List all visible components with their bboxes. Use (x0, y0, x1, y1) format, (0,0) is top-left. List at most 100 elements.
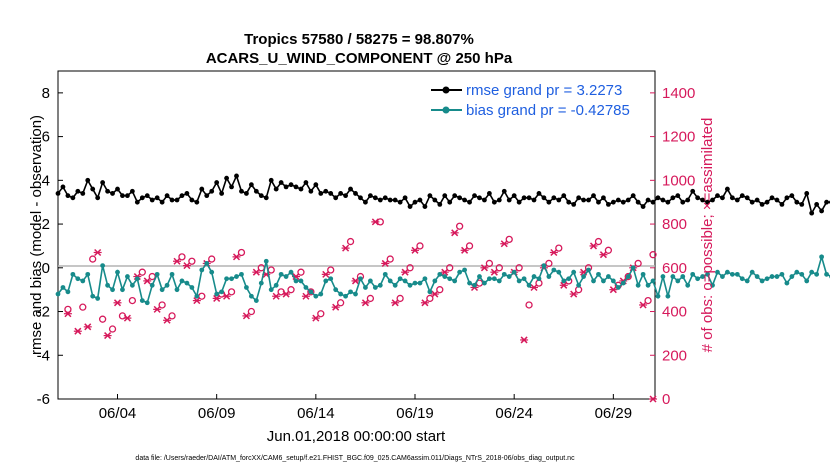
bias-marker (506, 274, 512, 279)
rmse-marker (705, 199, 710, 205)
rmse-marker (715, 193, 720, 199)
bias-marker (110, 287, 115, 293)
rmse-marker (318, 191, 324, 196)
rmse-marker (635, 199, 641, 205)
bias-marker (323, 278, 329, 284)
rmse-marker (367, 193, 373, 199)
bias-marker (179, 278, 185, 284)
rmse-marker (392, 197, 398, 203)
rmse-marker (70, 195, 76, 201)
plot-frame (57, 70, 656, 400)
legend-rmse-label: rmse grand pr = 3.2273 (466, 82, 622, 99)
rmse-marker (467, 199, 472, 205)
rmse-marker (144, 193, 150, 199)
x-tick-label: 06/04 (99, 405, 137, 422)
rmse-marker (338, 191, 344, 196)
rmse-marker (511, 193, 517, 199)
bias-marker (417, 280, 423, 286)
obs-possible-marker (634, 259, 642, 268)
bias-marker (452, 278, 458, 284)
chart-title: Tropics 57580 / 58275 = 98.807% (244, 31, 474, 48)
bias-marker (367, 278, 373, 284)
bias-marker (134, 276, 140, 282)
rmse-marker (521, 195, 527, 201)
rmse-marker (764, 199, 770, 205)
bias-marker (789, 274, 795, 279)
rmse-marker (516, 199, 522, 205)
rmse-marker (90, 186, 96, 192)
x-axis-label: Jun.01,2018 00:00:00 start (267, 428, 446, 445)
bias-marker (224, 276, 229, 282)
bias-marker (313, 293, 319, 299)
bias-marker (571, 269, 577, 275)
bias-marker (804, 278, 810, 284)
obs-assimilated-marker (123, 314, 132, 322)
y-tick-label-left: -6 (37, 391, 50, 408)
rmse-marker (313, 182, 319, 188)
obs-assimilated-marker (272, 292, 281, 300)
bias-marker (402, 278, 408, 284)
bias-marker (625, 274, 631, 279)
bias-marker (764, 276, 770, 282)
obs-possible-marker (505, 235, 513, 244)
obs-assimilated-marker (173, 257, 182, 265)
bias-marker (397, 276, 403, 282)
bias-marker (739, 276, 745, 282)
bias-marker (472, 282, 477, 288)
obs-assimilated-marker (480, 264, 489, 272)
bias-marker (234, 274, 239, 279)
rmse-marker (824, 199, 829, 205)
bias-marker (55, 291, 61, 297)
rmse-marker (556, 197, 562, 203)
bias-marker (278, 271, 284, 277)
bias-marker (596, 271, 601, 277)
obs-assimilated-marker (420, 299, 429, 307)
bias-marker (601, 278, 606, 284)
rmse-marker (447, 199, 453, 205)
obs-assimilated-marker (83, 323, 92, 331)
rmse-marker (159, 199, 165, 205)
bias-marker (115, 269, 120, 275)
rmse-marker (546, 199, 552, 205)
rmse-marker (754, 197, 760, 203)
bias-marker (715, 269, 720, 275)
obs-assimilated-marker (282, 290, 291, 298)
rmse-marker (407, 204, 413, 209)
bias-marker (635, 282, 641, 288)
rmse-marker (358, 195, 363, 201)
obs-possible-marker (406, 264, 414, 272)
bias-marker (95, 296, 101, 301)
bias-marker (561, 278, 567, 284)
obs-assimilated-marker (301, 292, 310, 300)
bias-marker (298, 278, 304, 284)
y-tick-label-left: 2 (42, 216, 50, 233)
rmse-marker (650, 199, 656, 205)
obs-possible-marker (545, 259, 553, 268)
bias-marker (486, 276, 492, 282)
bias-marker (794, 269, 800, 275)
y-tick-label-left: -4 (37, 347, 50, 364)
rmse-marker (729, 195, 735, 201)
bias-marker (80, 278, 86, 284)
rmse-marker (363, 199, 368, 205)
y-tick-label-right: 400 (662, 304, 687, 321)
bias-marker (680, 274, 686, 279)
bias-marker (263, 258, 269, 264)
bias-marker (105, 282, 110, 288)
rmse-marker (248, 182, 254, 188)
rmse-marker (477, 195, 482, 201)
bias-marker (214, 291, 220, 297)
bias-marker (670, 274, 676, 279)
rmse-marker (784, 195, 790, 201)
bias-marker (353, 291, 358, 297)
obs-possible-marker (178, 253, 186, 261)
rmse-marker (174, 197, 180, 203)
obs-possible-marker (108, 325, 117, 333)
rmse-marker (244, 191, 249, 196)
rmse-marker (625, 197, 631, 203)
bias-marker (253, 298, 259, 303)
rmse-marker (258, 193, 264, 199)
bias-marker (754, 274, 760, 279)
rmse-marker (482, 197, 487, 203)
obs-possible-marker (237, 248, 246, 257)
